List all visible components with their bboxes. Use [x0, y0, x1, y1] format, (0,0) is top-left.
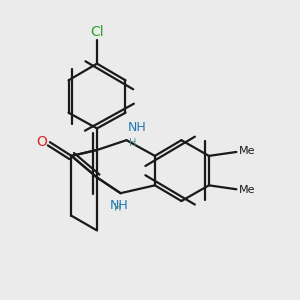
- Text: NH: NH: [128, 121, 147, 134]
- Text: H: H: [114, 202, 121, 213]
- Text: Me: Me: [239, 185, 255, 195]
- Text: NH: NH: [110, 199, 128, 212]
- Text: H: H: [129, 138, 137, 148]
- Text: O: O: [37, 135, 47, 149]
- Text: Me: Me: [239, 146, 255, 156]
- Text: Cl: Cl: [90, 25, 104, 39]
